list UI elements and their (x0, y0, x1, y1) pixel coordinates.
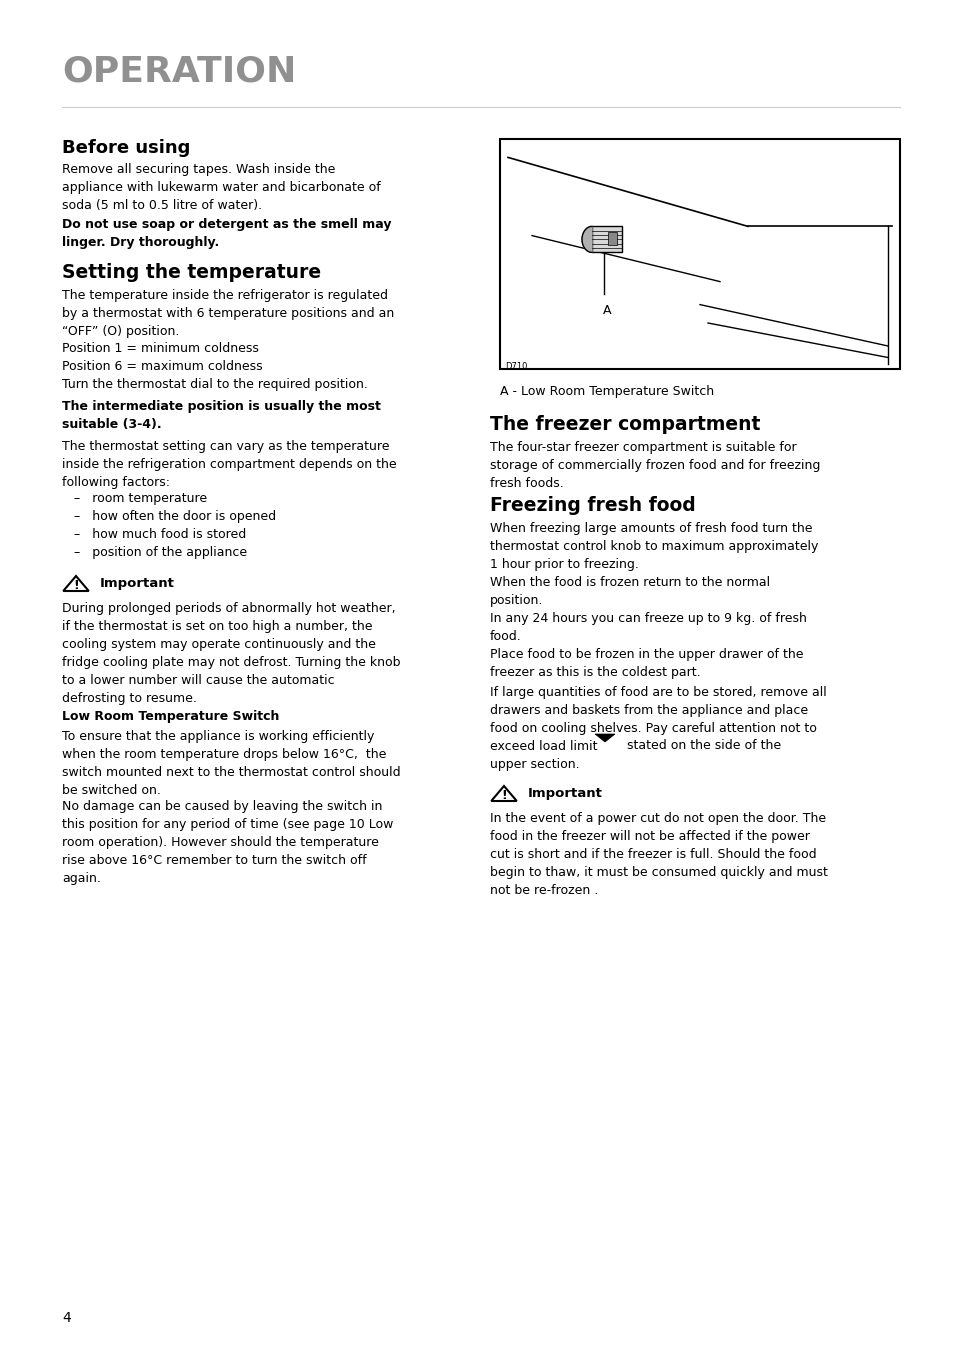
Bar (608, 231, 617, 245)
Bar (592, 227, 621, 253)
Text: No damage can be caused by leaving the switch in
this position for any period of: No damage can be caused by leaving the s… (62, 800, 393, 885)
Text: Remove all securing tapes. Wash inside the
appliance with lukewarm water and bic: Remove all securing tapes. Wash inside t… (62, 163, 380, 212)
Text: Do not use soap or detergent as the smell may
linger. Dry thoroughly.: Do not use soap or detergent as the smel… (62, 218, 391, 249)
Text: In the event of a power cut do not open the door. The
food in the freezer will n: In the event of a power cut do not open … (490, 812, 827, 897)
Text: In any 24 hours you can freeze up to 9 kg. of fresh
food.: In any 24 hours you can freeze up to 9 k… (490, 612, 806, 643)
Text: A - Low Room Temperature Switch: A - Low Room Temperature Switch (499, 385, 714, 399)
Polygon shape (581, 227, 592, 253)
Text: The freezer compartment: The freezer compartment (490, 415, 760, 434)
Bar (499, 139, 899, 369)
Text: Turn the thermostat dial to the required position.: Turn the thermostat dial to the required… (62, 378, 368, 390)
Text: Low Room Temperature Switch: Low Room Temperature Switch (62, 711, 279, 723)
Text: Position 1 = minimum coldness: Position 1 = minimum coldness (62, 342, 258, 355)
Text: 4: 4 (62, 1310, 71, 1325)
Text: Setting the temperature: Setting the temperature (62, 263, 321, 282)
Text: If large quantities of food are to be stored, remove all
drawers and baskets fro: If large quantities of food are to be st… (490, 686, 826, 753)
Text: Important: Important (527, 788, 602, 800)
Text: Before using: Before using (62, 139, 191, 157)
Text: –   position of the appliance: – position of the appliance (74, 546, 247, 559)
Polygon shape (595, 734, 615, 742)
Text: –   how often the door is opened: – how often the door is opened (74, 509, 275, 523)
Text: Important: Important (100, 577, 174, 590)
Text: When freezing large amounts of fresh food turn the
thermostat control knob to ma: When freezing large amounts of fresh foo… (490, 521, 818, 607)
Text: –   room temperature: – room temperature (74, 492, 207, 505)
Text: The thermostat setting can vary as the temperature
inside the refrigeration comp: The thermostat setting can vary as the t… (62, 440, 396, 489)
Text: The four-star freezer compartment is suitable for
storage of commercially frozen: The four-star freezer compartment is sui… (490, 440, 820, 490)
Text: !: ! (73, 578, 79, 592)
Text: !: ! (500, 789, 506, 801)
Text: Position 6 = maximum coldness: Position 6 = maximum coldness (62, 359, 262, 373)
Text: To ensure that the appliance is working efficiently
when the room temperature dr: To ensure that the appliance is working … (62, 730, 400, 797)
Text: A: A (602, 304, 611, 316)
Text: The intermediate position is usually the most
suitable (3-4).: The intermediate position is usually the… (62, 400, 380, 431)
Text: OPERATION: OPERATION (62, 55, 296, 89)
Text: Place food to be frozen in the upper drawer of the
freezer as this is the coldes: Place food to be frozen in the upper dra… (490, 648, 802, 680)
Text: The temperature inside the refrigerator is regulated
by a thermostat with 6 temp: The temperature inside the refrigerator … (62, 289, 394, 338)
Text: upper section.: upper section. (490, 758, 579, 771)
Text: During prolonged periods of abnormally hot weather,
if the thermostat is set on : During prolonged periods of abnormally h… (62, 603, 400, 705)
Text: –   how much food is stored: – how much food is stored (74, 528, 246, 540)
Text: Freezing fresh food: Freezing fresh food (490, 496, 695, 515)
Text: D710: D710 (504, 362, 527, 372)
Text: stated on the side of the: stated on the side of the (626, 739, 781, 753)
